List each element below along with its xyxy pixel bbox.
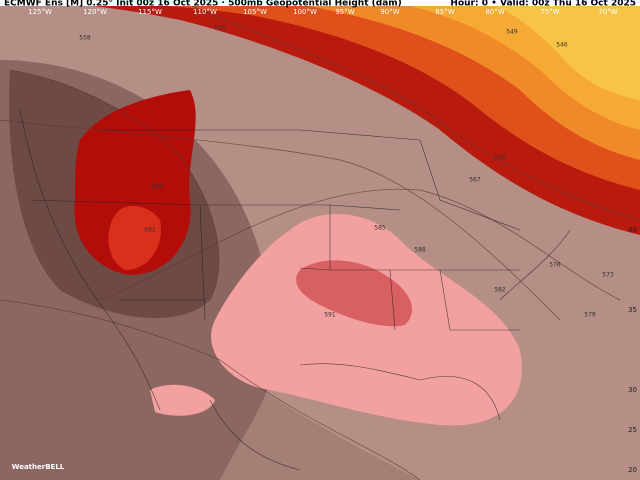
latitude-label: 35 <box>628 306 637 314</box>
contour-label: 591 <box>324 312 336 319</box>
latitude-label: 30 <box>628 386 637 394</box>
longitude-label: 75°W <box>540 8 559 16</box>
header-left: ECMWF Ens [M] 0.25° Init 00z 16 Oct 2025… <box>4 0 402 9</box>
contour <box>179 0 640 221</box>
contour-labels: 558 555 549 546 564 561 567 570 573 576 579 582 585 5… <box>79 25 614 319</box>
longitude-label: 90°W <box>380 8 399 16</box>
longitude-label: 125°W <box>28 8 52 16</box>
longitude-label: 95°W <box>335 8 354 16</box>
contour-label: 588 <box>414 247 426 254</box>
contour-label: 546 <box>556 42 568 49</box>
coastline <box>19 109 571 471</box>
contour <box>0 299 421 480</box>
contour-label: 585 <box>374 225 386 232</box>
ridge-core <box>296 260 413 327</box>
longitude-label: 70°W <box>598 8 617 16</box>
contour-label: 573 <box>602 272 614 279</box>
latitude-label: 25 <box>628 426 637 434</box>
longitude-label: 115°W <box>138 8 162 16</box>
longitude-label: 120°W <box>83 8 107 16</box>
contour <box>9 69 220 301</box>
contour-label: 555 <box>214 25 226 32</box>
contour-label: 564 <box>151 184 163 191</box>
contour-label: 582 <box>494 287 506 294</box>
contour <box>99 188 621 301</box>
contour-label: 579 <box>584 312 596 319</box>
longitude-label: 80°W <box>485 8 504 16</box>
latitude-labels: 40 35 30 25 20 <box>628 226 637 474</box>
state-borders <box>29 129 521 331</box>
latitude-label: 40 <box>628 226 637 234</box>
longitude-label: 110°W <box>193 8 217 16</box>
longitude-label: 100°W <box>293 8 317 16</box>
contour-label: 561 <box>144 227 156 234</box>
longitude-labels: 125°W 120°W 115°W 110°W 105°W 100°W 95°W 90°W 85… <box>28 8 618 16</box>
header-right: Hour: 0 • Valid: 00z Thu 16 Oct 2025 <box>450 0 636 9</box>
latitude-label: 20 <box>628 466 637 474</box>
contour-label: 576 <box>549 262 561 269</box>
contour-label: 549 <box>506 29 518 36</box>
trough-core <box>108 205 161 270</box>
header-bar <box>0 0 640 6</box>
longitude-label: 105°W <box>243 8 267 16</box>
longitude-label: 85°W <box>435 8 454 16</box>
contour <box>0 119 561 321</box>
warm-band <box>480 0 640 100</box>
contour-label: 570 <box>494 155 506 162</box>
ridge <box>150 384 215 416</box>
logo: WeatherBELL <box>12 463 65 471</box>
contour-label: 567 <box>469 177 481 184</box>
contour-label: 558 <box>79 35 91 42</box>
